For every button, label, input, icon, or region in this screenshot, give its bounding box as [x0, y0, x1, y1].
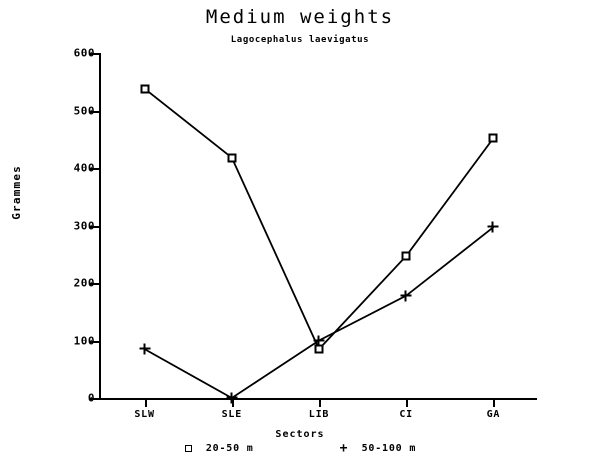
y-tick-label: 0 [87, 391, 95, 405]
legend-label: 50-100 m [361, 443, 417, 454]
x-tick-mark-slw [144, 398, 147, 407]
x-axis-title: Sectors [275, 429, 325, 440]
x-tick-mark-ci [406, 398, 409, 407]
data-point-plus-lib [313, 335, 325, 346]
x-tick-mark-sle [231, 398, 234, 407]
y-tick-label: 400 [73, 161, 95, 175]
y-tick-mark [90, 398, 101, 400]
y-tick-label: 600 [73, 46, 95, 60]
y-tick-mark [90, 225, 101, 228]
data-line-50-100-m [144, 226, 494, 400]
chart-legend: 20-50 m +50-100 m [0, 441, 600, 456]
data-point-square-ci [401, 251, 411, 261]
data-point-square-sle [227, 153, 237, 163]
plus-marker-icon: + [339, 441, 349, 456]
data-point-plus-ci [400, 290, 412, 302]
y-tick-label: 500 [73, 104, 95, 117]
y-tick-mark [90, 283, 101, 285]
data-point-plus-sle [226, 392, 238, 404]
y-axis-title: Grammes [10, 165, 23, 220]
x-tick-label-ga: GA [486, 409, 501, 420]
square-marker-icon [184, 444, 193, 453]
chart-title: Medium weights [205, 6, 395, 28]
y-tick-mark [90, 340, 101, 343]
data-point-square-ga [488, 133, 498, 143]
chart-subtitle-species-name: Lagocephalus laevigatus [230, 35, 370, 45]
y-tick-label: 100 [73, 334, 95, 347]
legend-label: 20-50 m [205, 443, 254, 454]
y-tick-mark [90, 110, 101, 113]
x-tick-label-sle: SLE [221, 409, 243, 420]
data-point-plus-ga [487, 221, 499, 233]
y-tick-label: 300 [73, 219, 95, 232]
x-tick-label-ci: CI [399, 409, 414, 420]
y-tick-mark [90, 53, 101, 55]
plot-area: 0 100 200 300 400 500 600 SLW SLE LIB CI GA [74, 47, 537, 420]
x-tick-label-slw: SLW [134, 409, 155, 420]
legend-entry: +50-100 m [339, 441, 417, 456]
x-tick-label-lib: LIB [308, 409, 330, 420]
data-point-plus-slw [139, 343, 151, 355]
data-point-square-slw [140, 84, 150, 94]
x-tick-mark-lib [319, 398, 321, 407]
data-line-20-50-m [144, 87, 495, 351]
y-tick-label: 200 [73, 276, 95, 290]
x-tick-mark-ga [493, 398, 496, 407]
legend-entry: 20-50 m [184, 443, 254, 454]
y-tick-mark [90, 168, 101, 170]
